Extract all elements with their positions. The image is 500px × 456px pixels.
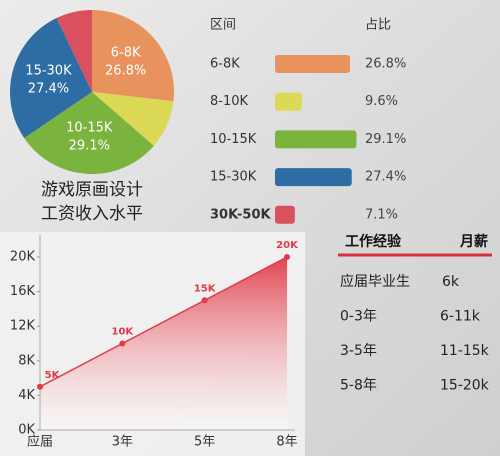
x-tick-label: 应届: [27, 434, 53, 450]
pie-slice: [24, 92, 154, 174]
y-tick-label: 20K: [10, 250, 36, 265]
pie-slice: [56, 10, 92, 92]
table-header: 月薪: [459, 233, 488, 250]
y-tick-label: 8K: [18, 353, 35, 368]
table-cell: 应届毕业生: [340, 273, 410, 290]
slice-value-label: 29.1%: [69, 139, 110, 154]
pie-slice: [10, 18, 93, 139]
table-cell: 3-5年: [340, 343, 377, 359]
line: [39, 256, 288, 388]
table-cell: 6-11k: [440, 309, 481, 325]
bar: [275, 168, 352, 187]
pie-slice: [92, 92, 174, 146]
table-header: 工作经验: [345, 233, 402, 250]
table-cell: 0-3年: [340, 309, 377, 325]
legend-label: 30K-50K: [210, 207, 272, 222]
point: [201, 297, 208, 304]
x-tick-label: 5年: [194, 435, 215, 450]
point: [284, 254, 290, 260]
legend-label: 15-30K: [210, 170, 257, 185]
bar: [275, 205, 295, 224]
bar: [275, 55, 351, 73]
data-label: 10K: [111, 327, 134, 338]
column-header: 区间: [210, 18, 236, 33]
y-tick-label: 4K: [18, 388, 35, 403]
slice-value-label: 27.4%: [28, 82, 69, 97]
data-label: 20K: [276, 240, 299, 251]
point: [37, 383, 43, 390]
slice-label: 15-30K: [25, 64, 72, 79]
area: [40, 257, 287, 430]
legend-label: 8-10K: [210, 94, 249, 109]
point: [119, 340, 126, 347]
chart-title: 游戏原画设计: [41, 180, 143, 200]
bar: [275, 92, 302, 111]
column-header: 占比: [365, 18, 391, 33]
value-label: 29.1%: [365, 132, 406, 147]
bar: [275, 130, 357, 149]
data-label: 5K: [45, 370, 61, 381]
value-label: 7.1%: [365, 207, 398, 222]
legend-label: 10-15K: [210, 132, 257, 147]
slice-label: 6-8K: [111, 45, 141, 60]
legend-label: 6-8K: [210, 57, 240, 72]
y-tick-label: 12K: [10, 319, 36, 334]
x-tick-label: 8年: [276, 435, 297, 450]
pie-slice: [92, 10, 174, 102]
value-label: 9.6%: [365, 94, 398, 109]
slice-label: 10-15K: [66, 121, 113, 136]
chart-title: 工资收入水平: [41, 204, 143, 224]
table-cell: 5-8年: [340, 378, 377, 394]
table-cell: 6k: [442, 274, 460, 290]
slice-value-label: 26.8%: [105, 63, 146, 78]
table-cell: 11-15k: [440, 343, 490, 359]
table-cell: 15-20k: [440, 378, 490, 394]
x-tick-label: 3年: [112, 435, 133, 450]
value-label: 26.8%: [365, 57, 406, 72]
y-tick-label: 16K: [10, 284, 36, 299]
data-label: 15K: [194, 283, 217, 294]
value-label: 27.4%: [365, 170, 406, 185]
y-tick-label: 0K: [18, 423, 35, 438]
